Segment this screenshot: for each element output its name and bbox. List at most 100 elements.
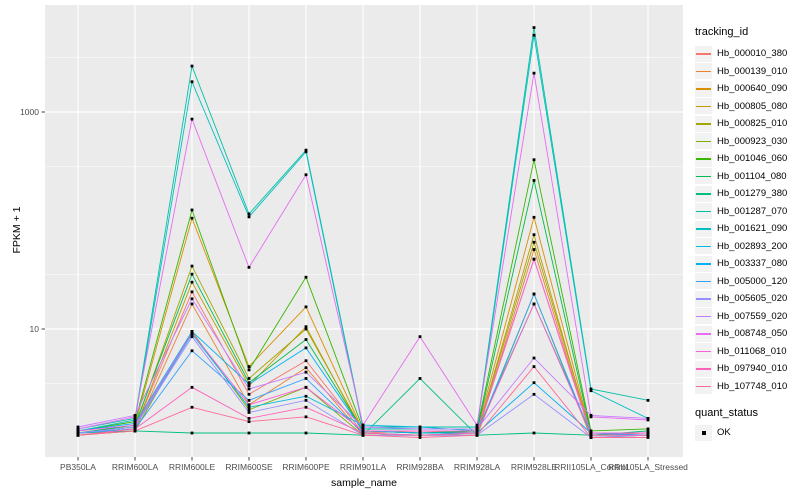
data-point [589, 389, 593, 393]
data-point [418, 436, 422, 439]
legend-items: Hb_000010_380 Hb_000139_010 Hb_000640_090 H… [695, 45, 799, 395]
legend-item-label: Hb_000923_030 [717, 135, 788, 147]
legend-item-label: Hb_008748_050 [717, 328, 788, 340]
data-point [190, 331, 194, 335]
legend-item: Hb_000923_030 [695, 133, 799, 151]
legend-item-label: Hb_002893_200 [717, 240, 788, 252]
legend-key [695, 378, 712, 395]
data-point [133, 415, 137, 419]
legend-item-label: Hb_005605_020 [717, 293, 788, 305]
legend-item: Hb_011068_010 [695, 343, 799, 361]
data-point [532, 257, 536, 261]
legend-key-line-icon [696, 350, 711, 353]
data-point [304, 338, 308, 341]
x-tick-label: RRII105LA_Stressed [608, 462, 688, 472]
data-point [646, 427, 650, 431]
data-point [190, 431, 194, 435]
data-point [304, 398, 308, 402]
data-point [304, 150, 308, 154]
data-point [589, 429, 593, 433]
data-point [418, 433, 422, 437]
legend-item-label: Hb_005000_120 [717, 275, 788, 287]
legend-key-line-icon [696, 263, 711, 265]
data-point [247, 392, 251, 396]
data-point [76, 431, 80, 435]
plot-canvas: 10 1000 PB350LA RRIM600LA RRIM600LE RRIM600SE… [20, 5, 688, 472]
legend-key [695, 308, 712, 325]
legend-item: Hb_001621_090 [695, 220, 799, 238]
data-point [361, 433, 365, 437]
legend-key [695, 185, 712, 202]
data-point [190, 216, 194, 220]
data-point [646, 418, 650, 422]
data-point [247, 416, 251, 420]
data-point [190, 117, 194, 121]
data-point [247, 387, 251, 391]
data-point [190, 80, 194, 84]
data-point [361, 431, 365, 435]
legend-title-quant-status: quant_status [695, 407, 758, 419]
data-point [646, 433, 650, 437]
data-point [190, 64, 194, 68]
x-tick-label: RRIM928BA [396, 462, 444, 472]
legend-key [695, 98, 712, 115]
data-point [133, 416, 137, 420]
data-point [190, 335, 194, 339]
data-point [646, 431, 650, 435]
legend-key [695, 80, 712, 97]
data-point [475, 433, 479, 437]
data-point [475, 429, 479, 433]
y-axis-title: FPKM + 1 [11, 206, 23, 254]
data-point [475, 427, 479, 431]
legend-key [695, 220, 712, 237]
x-tick-label: RRIM901LA [340, 462, 387, 472]
data-point [247, 368, 251, 372]
data-point [247, 265, 251, 269]
data-point [418, 335, 422, 339]
legend-key-line-icon [696, 105, 711, 108]
x-tick-label: PB350LA [60, 462, 96, 472]
data-point [475, 425, 479, 429]
legend-key [695, 133, 712, 150]
data-point [304, 359, 308, 363]
data-point [304, 377, 308, 380]
data-point [304, 173, 308, 177]
data-point [190, 272, 194, 276]
data-point [532, 233, 536, 237]
data-point [247, 381, 251, 385]
data-point [133, 421, 137, 425]
legend-item-label: Hb_107748_010 [717, 380, 788, 392]
legend-item-label: Hb_001279_380 [717, 188, 788, 200]
legend-key [695, 273, 712, 290]
legend-key [695, 290, 712, 307]
legend-item: Hb_005605_020 [695, 290, 799, 308]
x-tick-label: RRIM928LA [454, 462, 501, 472]
data-point [76, 433, 80, 437]
legend-item: Hb_107748_010 [695, 378, 799, 396]
data-point [190, 290, 194, 294]
legend-item: Hb_001279_380 [695, 185, 799, 203]
data-point [133, 420, 137, 424]
legend-key-line-icon [696, 70, 711, 73]
x-tick-label: RRIM928LE [511, 462, 558, 472]
legend-key-line-icon [696, 123, 711, 125]
legend-item: Hb_001046_060 [695, 150, 799, 168]
legend-key [695, 168, 712, 185]
data-point [361, 423, 365, 427]
legend-key-line-icon [696, 298, 711, 300]
data-point [589, 415, 593, 419]
legend-item-label: Hb_000139_010 [717, 65, 788, 77]
legend-key [695, 325, 712, 342]
legend-key [695, 360, 712, 377]
data-point [589, 433, 593, 437]
legend-key-line-icon [696, 280, 711, 283]
data-point [247, 212, 251, 216]
point-square-icon [701, 430, 706, 435]
legend-key-line-icon [696, 140, 711, 143]
data-point [361, 429, 365, 433]
data-point [190, 330, 194, 333]
legend-key-line-icon [696, 315, 711, 318]
data-point [646, 429, 650, 433]
data-point [532, 26, 536, 29]
